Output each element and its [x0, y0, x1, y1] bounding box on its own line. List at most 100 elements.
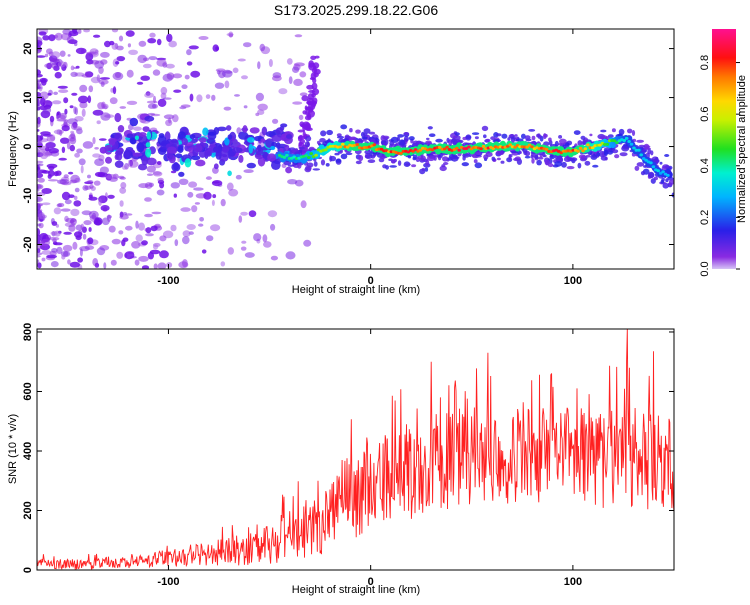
spectrogram-blob: [69, 261, 81, 268]
spectrogram-blob: [232, 147, 243, 153]
spectrogram-blob: [592, 164, 599, 168]
spectrogram-blob: [547, 163, 554, 168]
spectrogram-blob: [118, 35, 124, 42]
spectrogram-blob: [37, 73, 43, 78]
spectrogram-blob: [561, 161, 567, 168]
spectrogram-blob: [132, 152, 143, 157]
spectrogram-blob: [312, 77, 317, 84]
spectrogram-blob: [146, 131, 152, 140]
spectrogram-blob: [380, 135, 386, 142]
spectrogram-blob: [319, 138, 326, 143]
x-tick-label: 0: [368, 275, 374, 287]
spectrogram-blob: [240, 211, 248, 216]
spectrogram-blob: [326, 129, 333, 136]
ridge-core: [637, 148, 641, 152]
spectrogram-blob: [554, 140, 559, 147]
spectrogram-blob: [181, 137, 188, 146]
spectrogram-blob: [48, 169, 55, 177]
spectrogram-blob: [37, 235, 42, 241]
spectrogram-blob: [89, 59, 100, 65]
spectrogram-blob: [58, 89, 69, 93]
spectrogram-blob: [355, 160, 362, 165]
spectrogram-blob: [73, 195, 78, 200]
spectrogram-blob: [99, 77, 110, 80]
spectrogram-blob: [94, 158, 105, 166]
ridge-core: [527, 143, 532, 147]
ridge-core: [314, 153, 318, 157]
spectrogram-blob: [127, 160, 139, 168]
spectrogram-blob: [442, 156, 449, 162]
chart-title: S173.2025.299.18.22.G06: [274, 2, 438, 18]
spectrogram-blob: [94, 147, 99, 150]
x-tick-label: 0: [368, 576, 374, 588]
spectrogram-blob: [636, 162, 645, 167]
spectrogram-blob: [59, 178, 70, 185]
spectrogram-blob: [151, 211, 162, 215]
spectrogram-blob: [63, 174, 69, 179]
spectrogram-blob: [260, 138, 266, 143]
spectrogram-blob: [391, 159, 396, 164]
spectrogram-blob: [45, 234, 52, 240]
spectrogram-blob: [228, 188, 239, 197]
spectrogram-blob: [234, 94, 240, 97]
spectrogram-blob: [69, 144, 76, 152]
spectrogram-blob: [294, 34, 303, 38]
ridge-core: [508, 143, 512, 147]
spectrogram-blob: [54, 32, 63, 41]
spectrogram-blob: [311, 68, 318, 73]
ridge-core: [656, 169, 660, 173]
spectrogram-blob: [145, 148, 152, 158]
spectrogram-blob: [508, 154, 513, 158]
spectrogram-blob: [141, 155, 149, 166]
spectrogram-blob: [96, 120, 101, 125]
spectrogram-blob: [334, 152, 340, 156]
x-tick-label: 100: [564, 275, 582, 287]
spectrogram-blob: [179, 106, 187, 110]
spectrogram-blob: [299, 92, 308, 97]
spectrogram-ylabel: Frequency (Hz): [7, 111, 19, 187]
spectrogram-blob: [220, 261, 226, 267]
spectrogram-blob: [39, 77, 48, 83]
spectrogram-blob: [149, 249, 161, 255]
spectrogram-blob: [93, 180, 101, 186]
spectrogram-blob: [304, 115, 312, 121]
spectrogram-blob: [51, 51, 61, 59]
spectrogram-blob: [283, 160, 292, 166]
spectrogram-blob: [37, 140, 43, 145]
spectrogram-blob: [37, 172, 44, 178]
spectrogram-blob: [424, 167, 429, 172]
spectrogram-blob: [136, 81, 144, 85]
spectrogram-blob: [501, 133, 508, 139]
spectrogram-blob: [397, 160, 402, 166]
y-tick-label: 0: [22, 143, 34, 149]
spectrogram-blob: [134, 259, 140, 266]
ridge-core: [576, 149, 580, 153]
spectrogram-blob: [241, 240, 247, 244]
spectrogram-blob: [87, 174, 91, 179]
spectrogram-blob: [271, 160, 281, 171]
ridge-core: [605, 142, 610, 146]
spectrogram-blob: [79, 101, 88, 109]
spectrogram-blob: [52, 100, 62, 105]
spectrogram-blob: [278, 88, 288, 95]
spectrogram-blob: [147, 103, 157, 109]
spectrogram-blob: [41, 202, 51, 206]
spectrogram-blob: [496, 157, 501, 161]
spectrogram-blob: [142, 126, 150, 132]
spectrogram-blob: [416, 141, 424, 144]
spectrogram-blob: [37, 55, 46, 58]
spectrogram-blob: [425, 159, 430, 166]
spectrogram-blob: [111, 238, 121, 245]
spectrogram-blob: [84, 185, 92, 190]
spectrogram-blob: [177, 145, 184, 154]
spectrogram-blob: [257, 103, 268, 111]
spectrogram-blob: [668, 179, 674, 185]
spectrogram-blob: [248, 210, 257, 218]
spectrogram-blob: [243, 42, 252, 48]
spectrogram-blob: [96, 247, 106, 256]
spectrogram-blob: [100, 81, 105, 87]
ridge-core: [661, 170, 665, 174]
spectrogram-blob: [270, 223, 276, 231]
spectrogram-blob: [664, 154, 670, 157]
spectrogram-blob: [421, 167, 425, 172]
